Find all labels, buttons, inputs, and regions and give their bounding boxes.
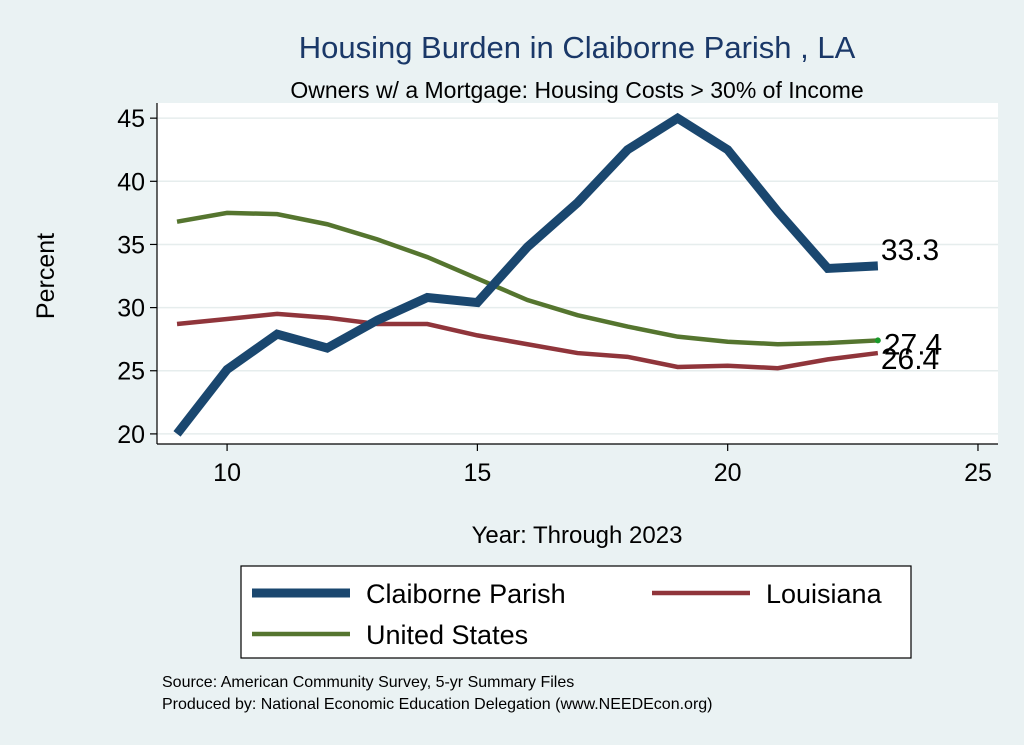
series-end-marker xyxy=(874,337,881,344)
series-line-claiborne-parish xyxy=(173,112,879,437)
x-tick-label: 10 xyxy=(213,459,241,487)
x-axis-ticks: 10 15 20 25 xyxy=(213,444,992,487)
end-label-louisiana: 26.4 xyxy=(881,343,939,376)
series-line-louisiana xyxy=(176,311,879,371)
chart-title: Housing Burden in Claiborne Parish , LA xyxy=(299,30,856,65)
axes xyxy=(156,103,998,445)
plot-area xyxy=(157,103,998,444)
y-tick-label: 25 xyxy=(117,358,145,386)
legend-label-united-states: United States xyxy=(366,620,528,650)
legend-box xyxy=(240,565,912,659)
gridlines xyxy=(157,117,998,435)
y-tick-label: 20 xyxy=(117,421,145,449)
legend: Claiborne Parish Louisiana United States xyxy=(240,565,912,659)
y-tick-label: 45 xyxy=(117,105,145,133)
legend-label-claiborne-parish: Claiborne Parish xyxy=(366,579,566,609)
chart-subtitle: Owners w/ a Mortgage: Housing Costs > 30… xyxy=(290,77,863,103)
legend-label-louisiana: Louisiana xyxy=(766,579,883,609)
x-tick-label: 20 xyxy=(714,459,742,487)
series-line-united-states xyxy=(176,210,878,347)
end-labels: 33.3 26.427.4 xyxy=(881,234,942,376)
source-line-1: Source: American Community Survey, 5-yr … xyxy=(162,674,574,691)
x-tick-label: 15 xyxy=(463,459,491,487)
series-lines xyxy=(173,112,881,437)
source-line-2: Produced by: National Economic Education… xyxy=(162,696,713,713)
end-label-united-states: 27.4 xyxy=(884,328,942,361)
x-tick-label: 25 xyxy=(964,459,992,487)
y-axis-ticks: 20 25 30 35 40 45 xyxy=(117,105,157,449)
y-tick-label: 30 xyxy=(117,295,145,323)
end-label-claiborne-parish: 33.3 xyxy=(881,234,939,267)
y-axis-label: Percent xyxy=(32,233,60,319)
y-tick-label: 35 xyxy=(117,231,145,259)
y-tick-label: 40 xyxy=(117,168,145,196)
x-axis-label: Year: Through 2023 xyxy=(472,522,683,549)
